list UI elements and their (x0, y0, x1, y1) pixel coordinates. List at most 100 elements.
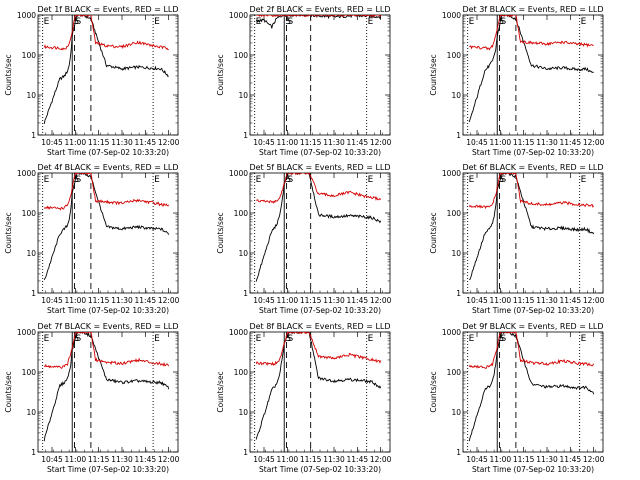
x-tick-label: 12:00 (158, 138, 180, 147)
x-axis-label: Start Time (07-Sep-02 10:33:20) (47, 306, 169, 315)
x-axis-label: Start Time (07-Sep-02 10:33:20) (47, 148, 169, 157)
y-tick-label: 1000 (442, 11, 461, 20)
panel-title: Det 3f BLACK = Events, RED = LLD (462, 5, 603, 14)
detector-panel: Det 9f BLACK = Events, RED = LLD Counts/s… (429, 322, 605, 474)
y-tick-label: 100 (234, 209, 249, 218)
marker-label: S (76, 17, 82, 27)
marker-label: E (44, 334, 50, 344)
y-tick-label: 10 (238, 408, 248, 417)
events-series-line (43, 332, 170, 442)
x-tick-label: 10:45 (41, 138, 63, 147)
y-tick-label: 1 (31, 289, 36, 298)
x-tick-label: 12:00 (370, 455, 392, 464)
x-tick-label: 11:15 (513, 455, 535, 464)
marker-label: S (285, 334, 291, 344)
marker-label: S (288, 17, 294, 27)
x-tick-label: 11:00 (490, 455, 512, 464)
marker-label: E (44, 175, 50, 185)
x-tick-label: 11:30 (323, 138, 345, 147)
y-tick-label: 10 (451, 249, 461, 258)
panel-title: Det 1f BLACK = Events, RED = LLD (37, 5, 178, 14)
x-tick-label: 10:45 (466, 455, 488, 464)
x-tick-label: 11:15 (88, 296, 110, 305)
x-tick-label: 11:00 (490, 138, 512, 147)
x-tick-label: 11:45 (560, 138, 582, 147)
y-tick-label: 10 (26, 249, 36, 258)
marker-label: S (501, 175, 507, 185)
x-tick-label: 11:15 (513, 296, 535, 305)
marker-label: S (498, 17, 504, 27)
y-tick-label: 10 (451, 408, 461, 417)
x-tick-label: 12:00 (583, 296, 605, 305)
x-axis-label: Start Time (07-Sep-02 10:33:20) (472, 306, 594, 315)
marker-label: E (469, 334, 475, 344)
y-tick-label: 100 (234, 368, 249, 377)
y-tick-label: 10 (451, 91, 461, 100)
x-tick-label: 11:30 (323, 296, 345, 305)
events-series-line (468, 332, 595, 442)
detector-panel: Det 8f BLACK = Events, RED = LLD Counts/s… (216, 322, 392, 474)
x-tick-label: 11:45 (560, 296, 582, 305)
detector-panel: Det 5f BLACK = Events, RED = LLD Counts/s… (216, 163, 392, 315)
x-tick-label: 10:45 (466, 138, 488, 147)
y-tick-label: 100 (447, 368, 462, 377)
y-tick-label: 10 (26, 408, 36, 417)
panel-title: Det 5f BLACK = Events, RED = LLD (249, 163, 390, 172)
x-tick-label: 11:00 (65, 455, 87, 464)
events-series-line (43, 173, 170, 281)
y-tick-label: 1000 (442, 169, 461, 178)
x-tick-label: 11:15 (300, 296, 322, 305)
y-axis-label: Counts/sec (429, 212, 438, 253)
events-series-line (255, 15, 382, 29)
x-tick-label: 11:45 (135, 138, 157, 147)
x-tick-label: 10:45 (253, 455, 275, 464)
y-axis-label: Counts/sec (216, 371, 225, 412)
y-tick-label: 1 (456, 289, 461, 298)
events-series-line (469, 173, 595, 281)
detector-panel: Det 1f BLACK = Events, RED = LLD Counts/s… (4, 5, 180, 157)
lld-series-line (468, 332, 595, 369)
events-series-line (255, 173, 382, 282)
lld-series-line (256, 15, 382, 18)
detector-panel: Det 4f BLACK = Events, RED = LLD Counts/s… (4, 163, 180, 315)
lld-series-line (468, 173, 595, 210)
y-tick-label: 100 (234, 51, 249, 60)
y-tick-label: 1000 (17, 328, 36, 337)
marker-label: E (581, 175, 587, 185)
panel-title: Det 6f BLACK = Events, RED = LLD (462, 163, 603, 172)
x-tick-label: 11:30 (536, 455, 558, 464)
y-tick-label: 100 (22, 209, 37, 218)
y-axis-label: Counts/sec (216, 212, 225, 253)
plot-frame (249, 14, 391, 136)
x-tick-label: 11:30 (111, 296, 133, 305)
detector-panel: Det 7f BLACK = Events, RED = LLD Counts/s… (4, 322, 180, 474)
marker-label: S (288, 334, 294, 344)
marker-label: E (154, 17, 160, 27)
marker-label: E (581, 334, 587, 344)
x-tick-label: 11:00 (490, 296, 512, 305)
x-tick-label: 10:45 (41, 455, 63, 464)
x-axis-label: Start Time (07-Sep-02 10:33:20) (472, 148, 594, 157)
lld-series-line (43, 15, 169, 51)
x-tick-label: 11:15 (513, 138, 535, 147)
y-tick-label: 1 (456, 131, 461, 140)
marker-label: E (154, 334, 160, 344)
x-tick-label: 10:45 (466, 296, 488, 305)
y-tick-label: 10 (26, 91, 36, 100)
marker-label: S (285, 175, 291, 185)
x-tick-label: 11:45 (560, 455, 582, 464)
x-tick-label: 11:30 (536, 138, 558, 147)
lld-series-line (468, 15, 594, 51)
x-tick-label: 11:00 (277, 138, 299, 147)
marker-label: S (501, 334, 507, 344)
x-tick-label: 11:15 (300, 455, 322, 464)
x-tick-label: 11:00 (65, 138, 87, 147)
x-tick-label: 10:45 (41, 296, 63, 305)
y-tick-label: 1 (31, 448, 36, 457)
x-tick-label: 10:45 (253, 138, 275, 147)
detector-panel: Det 3f BLACK = Events, RED = LLD Counts/s… (429, 5, 605, 157)
x-tick-label: 11:15 (88, 138, 110, 147)
y-tick-label: 1000 (229, 11, 248, 20)
y-tick-label: 1 (243, 131, 248, 140)
marker-label: E (256, 17, 262, 27)
